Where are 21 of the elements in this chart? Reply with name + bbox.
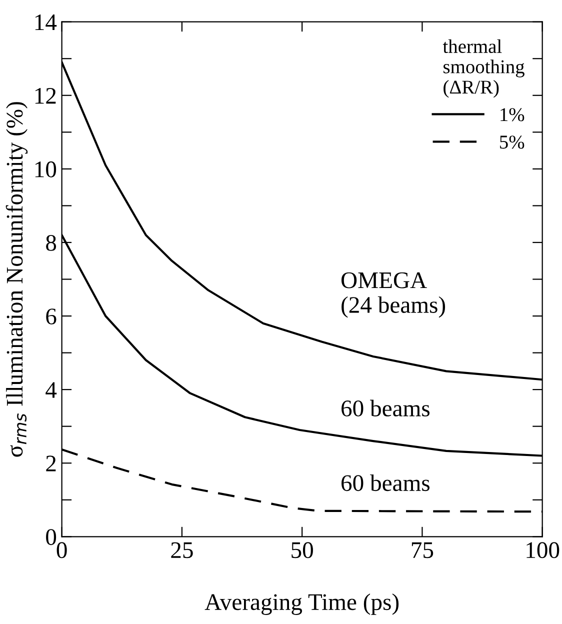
legend-label: 5% (500, 136, 524, 149)
x-tick-label: 75 (412, 542, 434, 558)
y-tick-label: 6 (46, 308, 56, 324)
x-tick-label: 100 (526, 542, 560, 558)
y-tick-label: 10 (35, 161, 56, 178)
y-axis-title: σ$_{rms}$ Illumination Nonuniformity (%) (6, 102, 28, 457)
annotation: 60 beams (342, 474, 430, 492)
legend-title: thermal smoothing (ΔR/R) (442, 39, 524, 98)
x-tick-label: 50 (292, 542, 313, 558)
legend-label: 1% (500, 108, 524, 122)
x-tick-label: 0 (56, 542, 67, 558)
y-tick-label: 4 (46, 382, 57, 398)
x-tick-label: 25 (171, 542, 193, 558)
y-tick-label: 8 (46, 234, 56, 251)
y-tick-label: 14 (35, 14, 57, 30)
annotation: 60 beams (342, 400, 430, 416)
annotation: OMEGA (24 beams) (341, 272, 446, 318)
x-axis-title: Averaging Time (ps) (204, 593, 399, 615)
y-tick-label: 0 (46, 529, 56, 546)
y-tick-label: 2 (46, 456, 56, 472)
y-tick-label: 12 (35, 88, 56, 104)
